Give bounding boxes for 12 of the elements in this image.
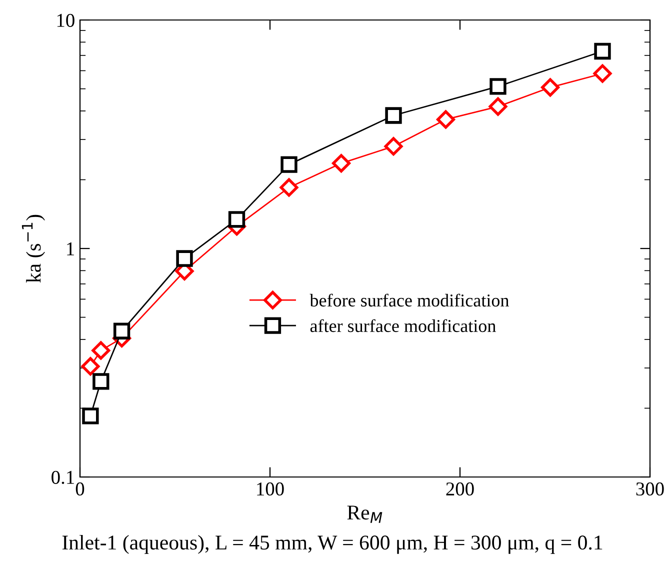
y-axis-title: ka (s$^{−1}$) — [22, 214, 45, 283]
x-tick-label: 100 — [257, 482, 284, 496]
x-tick-label: 200 — [446, 482, 474, 496]
y-tick-label: 1 — [67, 242, 74, 256]
y-tick-label: 10 — [57, 14, 74, 27]
text: Inlet-1 (aqueous), L = 45 mm, W = 600 μm, H = 300 μm, q = 0.1 — [62, 534, 602, 554]
x-tick-label: 0 — [76, 482, 84, 496]
x-tick-label: 300 — [636, 482, 664, 496]
legend-label: after surface modification — [310, 319, 496, 332]
legend-label: before surface modification — [310, 294, 509, 307]
x-axis-title: Re$_{M}$ — [347, 506, 382, 523]
y-tick-label: 0.1 — [52, 470, 74, 484]
